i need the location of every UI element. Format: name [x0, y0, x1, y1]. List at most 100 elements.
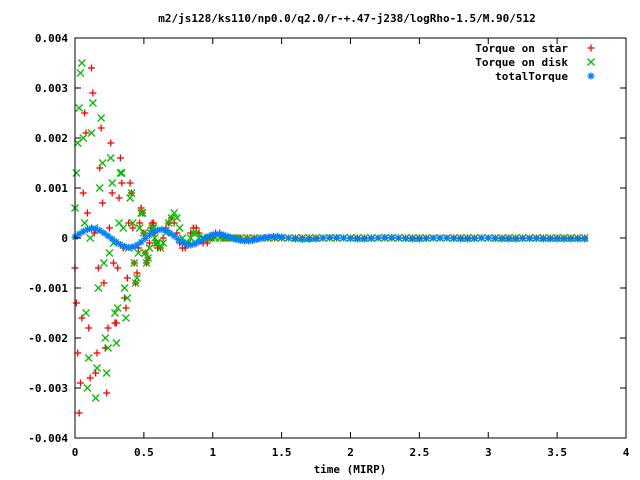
data-point [436, 234, 444, 242]
chart-title: m2/js128/ks110/np0.0/q2.0/r-+.47-j238/lo… [158, 12, 536, 25]
y-tick-label: 0.003 [35, 82, 68, 95]
data-point [477, 234, 485, 242]
data-point [429, 234, 437, 242]
data-point [457, 235, 465, 243]
legend-label-torque-on-disk: Torque on disk [475, 56, 568, 69]
data-point [142, 259, 151, 267]
data-point [305, 236, 313, 243]
data-point [388, 234, 396, 241]
data-point [122, 304, 130, 312]
data-point [128, 219, 137, 227]
data-point [505, 235, 513, 243]
x-tick-label: 3.5 [547, 446, 567, 459]
data-point [122, 314, 130, 322]
data-point [93, 349, 101, 357]
data-point [75, 409, 83, 417]
data-point [105, 224, 113, 232]
data-point [581, 235, 589, 243]
data-point [99, 259, 108, 267]
data-point [100, 279, 108, 287]
data-point [115, 194, 123, 202]
data-point [199, 236, 207, 243]
data-point [145, 239, 153, 247]
data-point [203, 239, 211, 247]
data-point [512, 235, 520, 243]
data-point [526, 235, 534, 242]
data-point [144, 254, 152, 262]
data-point [464, 235, 472, 243]
data-point [119, 224, 128, 232]
data-point [108, 189, 116, 197]
x-tick-label: 0 [72, 446, 79, 459]
data-point [110, 309, 119, 317]
data-point [236, 237, 244, 244]
data-point [374, 234, 382, 242]
legend-marker [587, 58, 595, 66]
data-point [83, 384, 92, 392]
data-point [77, 379, 85, 387]
data-point [112, 339, 121, 347]
y-tick-label: -0.004 [28, 432, 68, 445]
data-point [367, 235, 375, 242]
data-point [79, 134, 88, 142]
data-point [443, 234, 451, 242]
data-point [97, 114, 106, 122]
data-point [232, 236, 240, 243]
data-point [127, 189, 136, 197]
data-point [498, 235, 506, 243]
data-point [319, 234, 327, 242]
legend-marker [587, 72, 595, 80]
data-point [166, 229, 174, 237]
data-point [104, 324, 112, 332]
data-point [360, 235, 368, 243]
data-point [145, 231, 153, 239]
data-point [95, 184, 104, 192]
data-point [340, 234, 348, 242]
data-point [114, 264, 122, 272]
data-point [312, 235, 320, 243]
data-point [298, 236, 306, 243]
data-point [72, 299, 80, 307]
ticks-layer: 0 0.5 1 1.5 2 2.5 3 3.5 4 0.004 0.003 0.002 0.001 0 -0… [28, 32, 629, 459]
data-point [116, 169, 125, 177]
data-point [87, 129, 96, 137]
data-point [131, 279, 140, 287]
data-point [77, 59, 86, 67]
data-point [291, 235, 299, 243]
data-point [123, 294, 132, 302]
legend-marker [587, 44, 595, 52]
data-point [106, 154, 115, 162]
data-point [381, 234, 389, 241]
data-point [159, 239, 168, 247]
data-point [395, 234, 403, 242]
data-point [145, 244, 154, 252]
data-point [86, 374, 94, 382]
series-layer [71, 59, 589, 417]
data-point [192, 229, 201, 237]
data-point [118, 179, 126, 187]
data-point [105, 249, 114, 257]
data-point [88, 99, 97, 107]
data-point [117, 169, 126, 177]
x-tick-label: 1 [209, 446, 216, 459]
data-point [84, 354, 93, 362]
data-point [137, 209, 146, 217]
data-point [79, 189, 87, 197]
data-point [83, 209, 91, 217]
data-point [195, 238, 203, 246]
data-point [546, 235, 554, 243]
data-point [567, 235, 575, 243]
data-point [484, 234, 492, 242]
data-point [94, 264, 102, 272]
data-point [249, 237, 257, 244]
data-point [78, 314, 86, 322]
data-point [156, 244, 165, 252]
data-point [415, 235, 423, 243]
data-point [347, 235, 354, 242]
data-point [408, 235, 416, 243]
legend-label-total-torque: totalTorque [495, 70, 568, 83]
data-point [103, 389, 111, 397]
x-tick-label: 3 [485, 446, 492, 459]
data-point [532, 235, 540, 242]
